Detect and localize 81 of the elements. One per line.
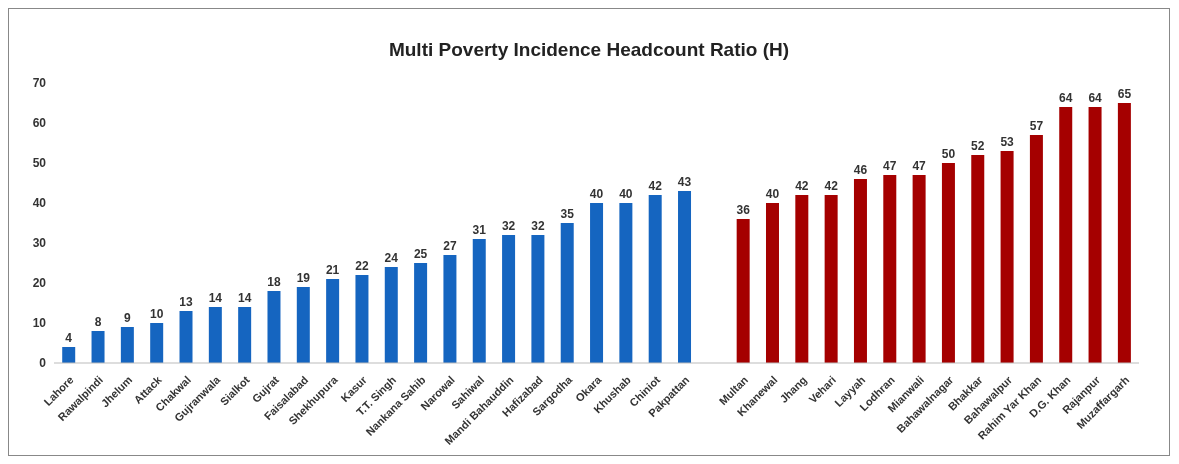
bar: [355, 275, 369, 363]
bar: [531, 235, 545, 363]
data-label: 35: [560, 207, 575, 221]
data-label: 4: [65, 331, 73, 345]
y-tick-label: 40: [32, 196, 47, 211]
data-label: 47: [912, 159, 927, 173]
data-label: 14: [208, 291, 223, 305]
data-label: 19: [296, 271, 311, 285]
y-tick-label: 20: [32, 276, 47, 291]
y-tick-label: 60: [32, 116, 47, 131]
data-label: 36: [736, 203, 751, 217]
bar: [62, 347, 76, 363]
data-label: 64: [1088, 91, 1103, 105]
data-label: 40: [619, 187, 633, 201]
data-label: 32: [531, 219, 545, 233]
bar: [971, 155, 985, 363]
data-label: 53: [1000, 135, 1015, 149]
bar: [472, 239, 486, 363]
data-label: 57: [1029, 119, 1044, 133]
y-tick-label: 0: [39, 356, 47, 371]
data-label: 40: [765, 187, 780, 201]
bar: [1088, 107, 1102, 363]
data-label: 32: [501, 219, 516, 233]
bar: [179, 311, 193, 363]
bar: [678, 191, 692, 363]
data-label: 42: [648, 179, 663, 193]
y-tick-label: 30: [32, 236, 47, 251]
bar: [619, 203, 633, 363]
bar: [648, 195, 662, 363]
data-label: 31: [472, 223, 487, 237]
bar: [853, 179, 867, 363]
bar: [150, 323, 164, 363]
bar: [208, 307, 222, 363]
data-label: 64: [1059, 91, 1073, 105]
data-label: 27: [443, 239, 457, 253]
data-label: 18: [267, 275, 281, 289]
data-label: 43: [677, 175, 692, 189]
bar: [795, 195, 809, 363]
data-label: 24: [384, 251, 399, 265]
data-label: 47: [883, 159, 897, 173]
bar: [912, 175, 926, 363]
bar: [736, 219, 750, 363]
bar: [824, 195, 838, 363]
bar: [120, 327, 134, 363]
data-label: 40: [589, 187, 604, 201]
data-label: 65: [1117, 87, 1132, 101]
chart-title: Multi Poverty Incidence Headcount Ratio (H): [387, 39, 791, 62]
data-label: 14: [237, 291, 252, 305]
data-label: 50: [941, 147, 956, 161]
bar: [296, 287, 310, 363]
bar: [1117, 103, 1131, 363]
bar: [384, 267, 398, 363]
bar: [91, 331, 105, 363]
bar: [443, 255, 457, 363]
bar: [1000, 151, 1014, 363]
data-label: 22: [355, 259, 369, 273]
bar: [941, 163, 955, 363]
bar: [765, 203, 779, 363]
y-tick-label: 70: [32, 76, 47, 91]
data-label: 21: [325, 263, 340, 277]
data-label: 10: [150, 307, 164, 321]
bar: [560, 223, 574, 363]
y-tick-label: 10: [32, 316, 47, 331]
data-label: 25: [413, 247, 428, 261]
bar: [883, 175, 897, 363]
bar: [267, 291, 281, 363]
data-label: 8: [94, 315, 102, 329]
bar: [1059, 107, 1073, 363]
bar: [326, 279, 340, 363]
y-tick-label: 50: [32, 156, 47, 171]
bar: [414, 263, 428, 363]
data-label: 9: [124, 311, 132, 325]
bar: [502, 235, 516, 363]
bar: [590, 203, 604, 363]
data-label: 42: [795, 179, 809, 193]
data-label: 13: [179, 295, 193, 309]
bar: [1029, 135, 1043, 363]
data-label: 42: [824, 179, 839, 193]
bar: [238, 307, 252, 363]
data-label: 52: [971, 139, 985, 153]
data-label: 46: [853, 163, 868, 177]
